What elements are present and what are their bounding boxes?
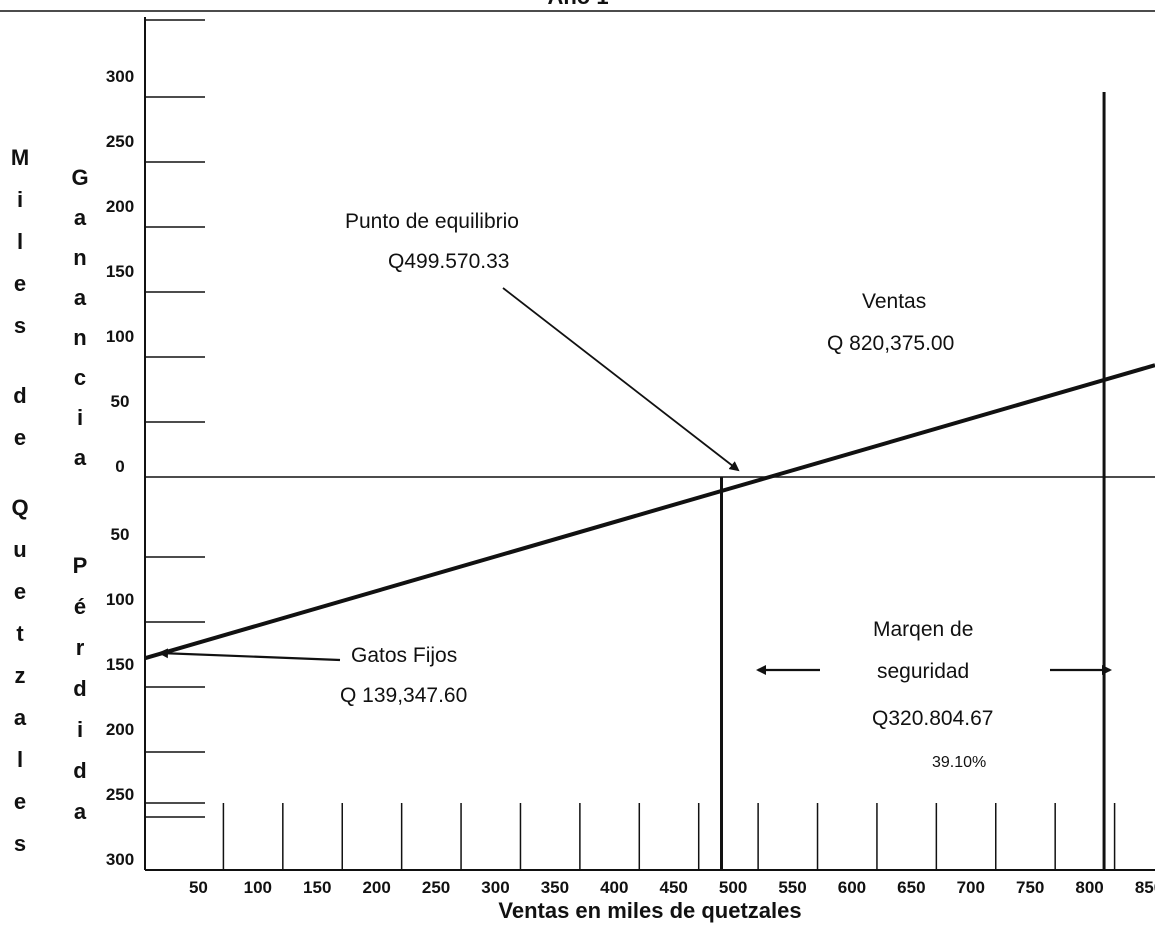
- y-tick-label: 50: [111, 392, 130, 411]
- x-tick-label: 150: [303, 878, 331, 897]
- y-axis-label-upper-letter: i: [77, 405, 83, 430]
- x-tick-label: 850: [1135, 878, 1155, 897]
- y-tick-label: 250: [106, 132, 134, 151]
- break-even-arrow: [502, 287, 740, 472]
- y-axis-label-outer-letter: e: [14, 271, 26, 296]
- y-axis-label-outer-letter: i: [17, 187, 23, 212]
- y-axis-label-upper-letter: n: [73, 245, 86, 270]
- y-axis-label-outer-letter: d: [13, 383, 26, 408]
- x-tick-label: 100: [244, 878, 272, 897]
- y-tick-label: 300: [106, 67, 134, 86]
- y-tick-label: 0: [115, 457, 124, 476]
- y-axis-label-outer-letter: l: [17, 747, 23, 772]
- y-axis-label-lower-letter: r: [76, 635, 85, 660]
- x-tick-label: 800: [1075, 878, 1103, 897]
- y-tick-group: 300 250 200 150 100 50 0 50 100 150 200 250 300: [106, 19, 205, 869]
- sales-label: Ventas: [862, 290, 926, 313]
- y-tick-label: 150: [106, 655, 134, 674]
- y-axis-label-outer-letter: Q: [11, 495, 28, 520]
- x-tick-label: 750: [1016, 878, 1044, 897]
- x-tick-label: 250: [422, 878, 450, 897]
- sales-value: Q 820,375.00: [827, 332, 954, 355]
- x-tick-label: 500: [719, 878, 747, 897]
- x-tick-label: 400: [600, 878, 628, 897]
- y-axis-label-upper-letter: n: [73, 325, 86, 350]
- y-axis-label-lower-letter: P: [73, 553, 88, 578]
- y-tick-label: 300: [106, 850, 134, 869]
- y-axis-label-outer-letter: a: [14, 705, 27, 730]
- y-axis-label-outer-letter: u: [13, 537, 26, 562]
- margin-label-1: Marqen de: [873, 618, 973, 641]
- break-even-label: Punto de equilibrio: [345, 210, 519, 233]
- y-tick-label: 100: [106, 327, 134, 346]
- y-axis-label-upper-letter: c: [74, 365, 86, 390]
- y-axis-label-lower-letter: i: [77, 717, 83, 742]
- fixed-cost-value: Q 139,347.60: [340, 684, 467, 707]
- y-tick-label: 150: [106, 262, 134, 281]
- x-tick-group: 50 100 150 200 250 300 350 400 450 500 550 600 650 70…: [189, 803, 1155, 897]
- y-axis-label-outer-letter: l: [17, 229, 23, 254]
- break-even-value: Q499.570.33: [388, 250, 509, 273]
- x-tick-label: 450: [660, 878, 688, 897]
- y-axis-label-upper-letter: a: [74, 445, 87, 470]
- y-axis-label-lower-letter: é: [74, 594, 86, 619]
- x-tick-label: 600: [838, 878, 866, 897]
- y-axis-label-upper-letter: G: [71, 165, 88, 190]
- y-tick-label: 100: [106, 590, 134, 609]
- y-axis-label-outer-letter: s: [14, 831, 26, 856]
- y-tick-label: 200: [106, 197, 134, 216]
- x-tick-label: 350: [541, 878, 569, 897]
- y-axis-label-upper-letter: a: [74, 285, 87, 310]
- series-line: [144, 363, 1155, 661]
- y-axis-label-outer-letter: e: [14, 789, 26, 814]
- margin-percent: 39.10%: [932, 754, 986, 771]
- y-axis-label-outer-letter: e: [14, 579, 26, 604]
- margin-value: Q320.804.67: [872, 707, 993, 730]
- x-tick-label: 650: [897, 878, 925, 897]
- x-tick-label: 50: [189, 878, 208, 897]
- x-tick-label: 300: [481, 878, 509, 897]
- margin-label-2: seguridad: [877, 660, 969, 683]
- y-axis-label-outer-letter: e: [14, 425, 26, 450]
- y-axis-label-upper-letter: a: [74, 205, 87, 230]
- chart-title: Año 1: [547, 0, 608, 9]
- y-axis-label-outer-letter: t: [16, 621, 24, 646]
- y-axis-label-lower-letter: d: [73, 676, 86, 701]
- y-axis-label-outer-letter: s: [14, 313, 26, 338]
- y-tick-label: 250: [106, 785, 134, 804]
- x-tick-label: 200: [362, 878, 390, 897]
- fixed-cost-label: Gatos Fijos: [351, 644, 457, 667]
- y-tick-label: 200: [106, 720, 134, 739]
- y-tick-label: 50: [111, 525, 130, 544]
- fixed-cost-arrow: [158, 648, 341, 662]
- x-tick-label: 700: [957, 878, 985, 897]
- y-axis-label-outer-letter: M: [11, 145, 29, 170]
- x-tick-label: 550: [778, 878, 806, 897]
- y-axis-label-outer-letter: z: [15, 663, 26, 688]
- y-axis-label-lower-letter: d: [73, 758, 86, 783]
- y-axis-label-lower-letter: a: [74, 799, 87, 824]
- x-axis-label: Ventas en miles de quetzales: [498, 898, 801, 923]
